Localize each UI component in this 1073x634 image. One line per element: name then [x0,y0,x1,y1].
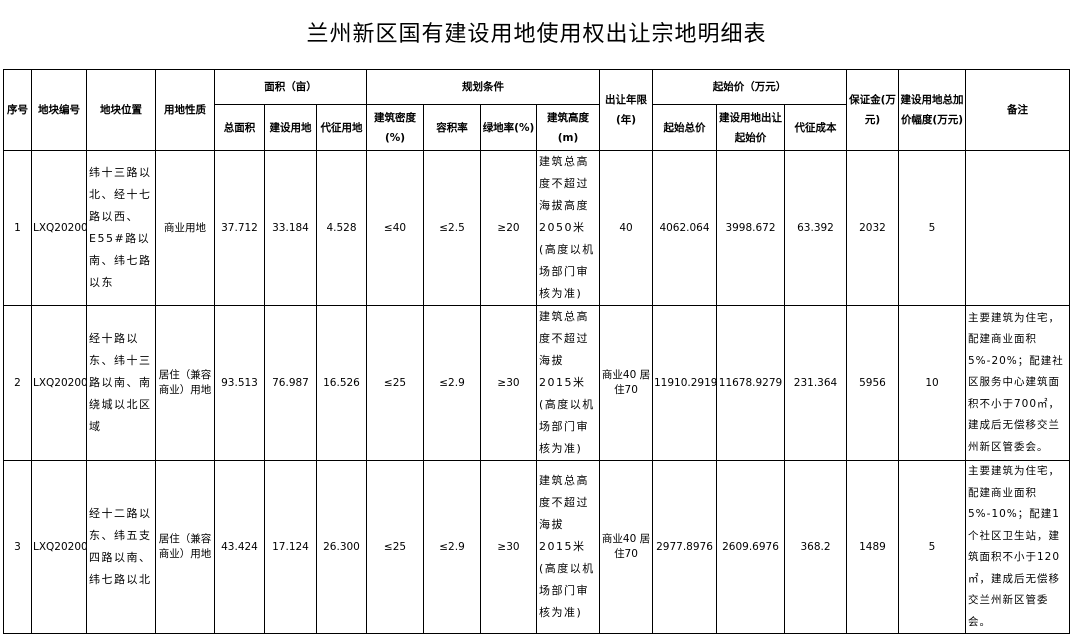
header-deposit: 保证金(万元) [846,69,899,151]
cell-seq: 1 [3,150,32,306]
cell-far: ≤2.9 [423,305,481,461]
header-seq: 序号 [3,69,32,151]
cell-price-acquire: 368.2 [784,460,847,634]
header-row-1: 序号 地块编号 地块位置 用地性质 面积（亩） 规划条件 出让年限(年) 起始价… [3,69,1070,151]
cell-increment: 5 [898,460,966,634]
cell-density: ≤25 [366,460,424,634]
cell-area-acquire: 26.300 [316,460,367,634]
header-location: 地块位置 [86,69,156,151]
cell-density: ≤25 [366,305,424,461]
cell-price-total: 4062.064 [652,150,717,306]
header-area-total: 总面积 [214,104,265,151]
header-density: 建筑密度(%) [366,104,424,151]
cell-term: 商业40 居住70 [599,305,653,461]
header-height: 建筑高度(m) [536,104,600,151]
cell-price-build: 3998.672 [716,150,785,306]
header-area-group: 面积（亩） [214,69,367,105]
cell-green: ≥30 [480,460,537,634]
header-far: 容积率 [423,104,481,151]
cell-parcel-id: LXQ2020036C [31,460,87,634]
header-row-2: 总面积 建设用地 代征用地 建筑密度(%) 容积率 绿地率(%) 建筑高度(m)… [4,104,1070,151]
cell-area-total: 43.424 [214,460,265,634]
cell-location: 经十路以东、纬十三路以南、南绕城以北区域 [86,305,156,461]
cell-remarks: 主要建筑为住宅，配建商业面积5%-20%；配建社区服务中心建筑面积不小于700㎡… [965,305,1070,461]
cell-land-use: 居住（兼容商业）用地 [155,460,215,634]
cell-term: 40 [599,150,653,306]
cell-green: ≥30 [480,305,537,461]
cell-area-total: 93.513 [214,305,265,461]
land-parcel-table: 序号 地块编号 地块位置 用地性质 面积（亩） 规划条件 出让年限(年) 起始价… [3,69,1070,634]
cell-area-build: 33.184 [264,150,317,306]
header-area-build: 建设用地 [264,104,317,151]
page-title: 兰州新区国有建设用地使用权出让宗地明细表 [306,22,767,47]
cell-term: 商业40 居住70 [599,460,653,634]
cell-remarks: 主要建筑为住宅，配建商业面积5%-10%；配建1个社区卫生站，建筑面积不小于12… [965,460,1070,634]
header-price-build: 建设用地出让起始价 [716,104,785,151]
header-land-use: 用地性质 [155,69,215,151]
header-green: 绿地率(%) [480,104,537,151]
header-area-acquire: 代征用地 [316,104,367,151]
cell-remarks [965,150,1070,306]
cell-deposit: 2032 [846,150,899,306]
cell-price-total: 11910.2919 [652,305,717,461]
cell-area-acquire: 4.528 [316,150,367,306]
table-row: 3LXQ2020036C经十二路以东、纬五支四路以南、纬七路以北居住（兼容商业）… [3,460,1070,634]
header-term: 出让年限(年) [599,69,653,151]
cell-location: 经十二路以东、纬五支四路以南、纬七路以北 [86,460,156,634]
cell-height: 建筑总高度不超过海拔高度2050米(高度以机场部门审核为准) [536,150,600,306]
cell-height: 建筑总高度不超过海拔2015米(高度以机场部门审核为准) [536,305,600,461]
table-row: 2LXQ2020030C经十路以东、纬十三路以南、南绕城以北区域居住（兼容商业）… [3,305,1070,461]
cell-land-use: 居住（兼容商业）用地 [155,305,215,461]
cell-location: 纬十三路以北、经十七路以西、E55#路以南、纬七路以东 [86,150,156,306]
cell-deposit: 1489 [846,460,899,634]
cell-price-total: 2977.8976 [652,460,717,634]
cell-area-total: 37.712 [214,150,265,306]
header-price-acquire: 代征成本 [784,104,847,151]
cell-far: ≤2.5 [423,150,481,306]
cell-parcel-id: LXQ2020030C [31,305,87,461]
table-row: 1LXQ2020027C纬十三路以北、经十七路以西、E55#路以南、纬七路以东商… [3,150,1070,306]
header-remarks: 备注 [965,69,1070,151]
cell-seq: 3 [3,460,32,634]
cell-price-acquire: 231.364 [784,305,847,461]
header-increment: 建设用地总加价幅度(万元) [898,69,966,151]
cell-green: ≥20 [480,150,537,306]
cell-area-build: 76.987 [264,305,317,461]
cell-seq: 2 [3,305,32,461]
cell-price-build: 2609.6976 [716,460,785,634]
cell-density: ≤40 [366,150,424,306]
cell-area-acquire: 16.526 [316,305,367,461]
header-price-total: 起始总价 [652,104,717,151]
cell-area-build: 17.124 [264,460,317,634]
cell-price-acquire: 63.392 [784,150,847,306]
cell-land-use: 商业用地 [155,150,215,306]
header-parcel-id: 地块编号 [31,69,87,151]
cell-price-build: 11678.9279 [716,305,785,461]
cell-parcel-id: LXQ2020027C [31,150,87,306]
header-price-group: 起始价（万元） [652,69,847,105]
cell-deposit: 5956 [846,305,899,461]
header-plan-group: 规划条件 [366,69,600,105]
cell-increment: 10 [898,305,966,461]
cell-far: ≤2.9 [423,460,481,634]
cell-height: 建筑总高度不超过海拔2015米(高度以机场部门审核为准) [536,460,600,634]
cell-increment: 5 [898,150,966,306]
